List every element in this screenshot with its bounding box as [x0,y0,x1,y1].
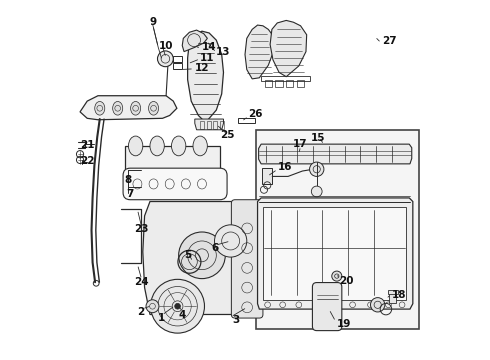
FancyBboxPatch shape [123,168,227,200]
Text: 2: 2 [137,307,145,316]
Text: 19: 19 [337,319,351,329]
Polygon shape [143,202,250,315]
Text: 11: 11 [200,53,215,63]
Circle shape [179,232,225,279]
Bar [173,63,182,69]
Bar [389,292,396,303]
Bar [173,56,182,62]
Text: 24: 24 [134,277,148,287]
Circle shape [311,186,322,197]
Text: 27: 27 [382,36,396,46]
Polygon shape [259,144,412,164]
Bar [220,121,224,129]
Circle shape [175,303,180,309]
Circle shape [146,300,159,313]
Text: 7: 7 [126,189,133,199]
Ellipse shape [113,102,122,115]
Text: 21: 21 [80,140,95,150]
Bar [297,80,304,87]
Text: 26: 26 [248,109,263,120]
Text: 17: 17 [294,139,308,149]
Text: 5: 5 [184,249,191,260]
Text: 4: 4 [178,310,186,320]
Text: 16: 16 [278,162,292,172]
Text: 15: 15 [311,133,326,143]
Text: 3: 3 [232,315,240,325]
Text: 8: 8 [125,175,132,185]
Ellipse shape [148,102,159,115]
Bar [262,168,272,184]
Text: 13: 13 [216,46,231,57]
Bar [213,121,218,129]
Bar [207,121,211,129]
Polygon shape [80,96,177,120]
FancyBboxPatch shape [313,283,342,330]
Polygon shape [182,30,207,51]
Text: 9: 9 [149,17,156,27]
Bar [275,80,283,87]
Bar [238,118,255,123]
Polygon shape [270,21,307,77]
Ellipse shape [193,136,207,156]
Text: 12: 12 [195,63,209,73]
Text: 25: 25 [220,130,234,140]
Polygon shape [195,119,223,130]
Polygon shape [188,31,223,123]
FancyBboxPatch shape [231,200,263,318]
Ellipse shape [150,136,164,156]
Polygon shape [125,146,220,173]
Bar [261,76,310,81]
Text: 18: 18 [392,291,407,301]
Circle shape [332,271,342,281]
Circle shape [215,225,247,257]
Text: 20: 20 [339,276,354,286]
Text: 23: 23 [134,225,148,234]
Circle shape [157,51,173,67]
Text: 14: 14 [202,42,217,52]
Bar [263,207,406,300]
Ellipse shape [172,136,186,156]
Polygon shape [258,198,413,309]
Text: 22: 22 [80,156,95,166]
Text: 1: 1 [158,313,166,323]
Circle shape [370,298,385,312]
Ellipse shape [128,136,143,156]
Bar [256,130,419,329]
Bar [388,290,398,294]
Circle shape [151,279,204,333]
Ellipse shape [95,102,105,115]
Ellipse shape [131,102,141,115]
Text: 6: 6 [211,243,218,253]
Polygon shape [245,25,274,79]
Bar [265,80,272,87]
Text: 10: 10 [159,41,173,51]
Bar [200,121,204,129]
Bar [286,80,294,87]
Circle shape [310,162,324,176]
